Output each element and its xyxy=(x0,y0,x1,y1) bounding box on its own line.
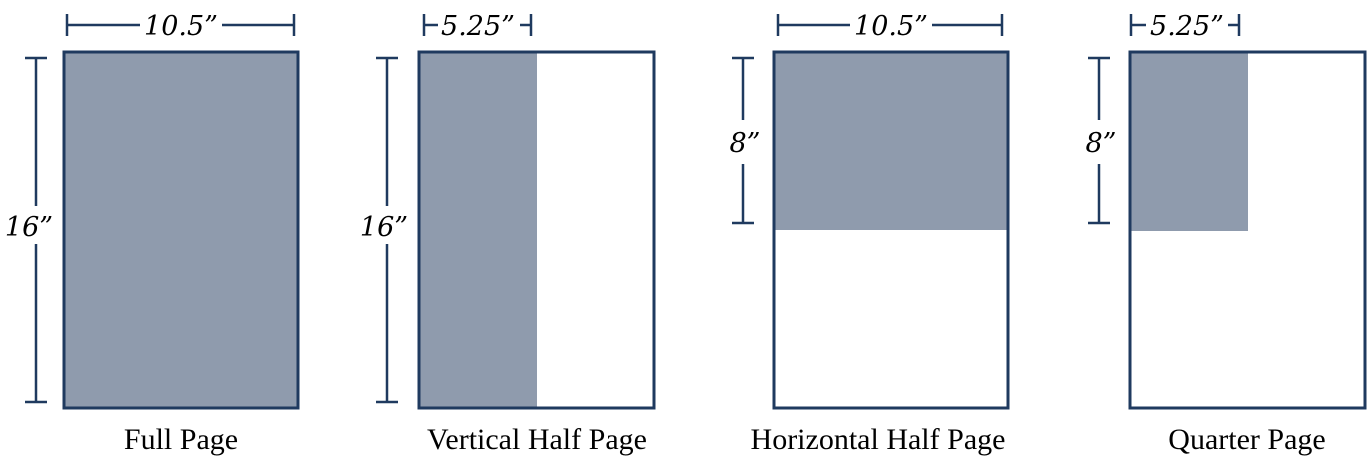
height-label: 8” xyxy=(1086,128,1117,159)
panel-quarter-page: 5.25” 8” Quarter Page xyxy=(1086,11,1367,456)
panel-caption: Vertical Half Page xyxy=(427,423,647,456)
height-label: 16” xyxy=(360,212,408,243)
width-label: 5.25” xyxy=(1150,11,1224,42)
panel-outline xyxy=(1128,50,1367,410)
panel-full-page: 10.5” 16” Full Page xyxy=(5,11,300,456)
panel-caption: Horizontal Half Page xyxy=(751,423,1006,456)
panel-shaded-area xyxy=(64,52,298,408)
height-dimension: 16” xyxy=(360,56,408,404)
panel-vertical-half-page: 5.25” 16” Vertical Half Page xyxy=(360,11,656,456)
panel-shaded-area xyxy=(1130,52,1248,231)
height-dimension: 8” xyxy=(730,56,761,225)
height-label: 8” xyxy=(730,128,761,159)
height-dimension: 8” xyxy=(1086,56,1117,225)
panel-outline xyxy=(772,50,1010,410)
width-label: 10.5” xyxy=(144,11,218,42)
height-label: 16” xyxy=(5,212,53,243)
panel-outline xyxy=(62,50,300,410)
panel-caption: Quarter Page xyxy=(1168,423,1325,456)
panel-horizontal-half-page: 10.5” 8” Horizontal Half Page xyxy=(730,11,1010,456)
height-dimension: 16” xyxy=(5,56,53,404)
width-label: 10.5” xyxy=(854,11,928,42)
panel-caption: Full Page xyxy=(124,423,238,456)
width-dimension: 10.5” xyxy=(776,11,1004,42)
width-dimension: 10.5” xyxy=(65,11,296,42)
width-dimension: 5.25” xyxy=(1129,11,1241,42)
width-label: 5.25” xyxy=(441,11,515,42)
panel-shaded-area xyxy=(419,52,537,408)
panel-outline xyxy=(417,50,656,410)
width-dimension: 5.25” xyxy=(422,11,533,42)
panel-shaded-area xyxy=(774,52,1008,230)
